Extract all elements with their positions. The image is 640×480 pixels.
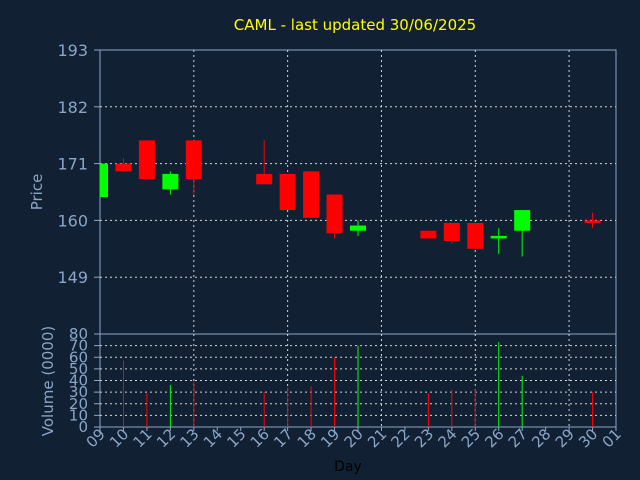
x-tick-label: 17 <box>270 425 296 451</box>
x-tick-label: 19 <box>317 425 343 451</box>
x-tick-label: 26 <box>481 425 507 451</box>
x-tick-label: 30 <box>575 425 601 451</box>
price-tick-label: 182 <box>57 98 88 117</box>
x-tick-label: 12 <box>153 425 179 451</box>
x-tick-label: 27 <box>505 425 531 451</box>
candlesticks <box>99 140 601 257</box>
x-tick-label: 24 <box>434 425 460 451</box>
candle-body <box>490 235 507 239</box>
x-tick-label: 22 <box>388 425 414 451</box>
candle-body <box>584 220 601 223</box>
chart-title: CAML - last updated 30/06/2025 <box>234 16 476 34</box>
x-tick-label: 29 <box>552 425 578 451</box>
candle-body <box>279 173 296 211</box>
price-y-ticks: 149 160 171 182 193 <box>57 41 100 287</box>
x-tick-label: 25 <box>458 425 484 451</box>
x-tick-label: 20 <box>341 425 367 451</box>
volume-tick-label: 80 <box>69 325 88 343</box>
volume-tick-label: 70 <box>69 337 88 355</box>
price-tick-label: 160 <box>57 211 88 230</box>
candle-body <box>350 225 366 231</box>
volume-tick-label: 20 <box>69 395 88 413</box>
candle-body <box>162 173 179 190</box>
x-tick-label: 01 <box>599 425 625 451</box>
x-tick-label: 13 <box>176 425 202 451</box>
volume-tick-label: 10 <box>69 406 88 424</box>
volume-tick-label: 50 <box>69 360 88 378</box>
candle-body <box>115 163 132 172</box>
candle-body <box>185 140 202 180</box>
candle-body <box>256 173 273 185</box>
volume-grid <box>100 334 616 427</box>
candle-body <box>303 171 320 218</box>
price-panel-frame <box>99 49 617 335</box>
x-tick-label: 21 <box>364 425 390 451</box>
candle-body <box>514 210 531 231</box>
candle-body <box>100 163 108 198</box>
candle-body <box>420 230 437 239</box>
x-tick-label: 18 <box>294 425 320 451</box>
candle-body <box>443 222 460 242</box>
x-tick-label: 10 <box>106 425 132 451</box>
candle-body <box>326 194 343 234</box>
price-grid <box>100 50 616 334</box>
x-tick-label: 23 <box>411 425 437 451</box>
x-tick-label: 15 <box>223 425 249 451</box>
candle-body <box>138 140 155 180</box>
x-tick-label: 28 <box>528 425 554 451</box>
volume-tick-label: 0 <box>78 418 88 436</box>
volume-bars <box>122 342 594 427</box>
candle-body <box>467 222 484 249</box>
price-tick-label: 193 <box>57 41 88 60</box>
x-axis-label: Day <box>334 459 362 475</box>
x-ticks: 0910111213141516171819202122232425262728… <box>83 425 625 451</box>
price-tick-label: 171 <box>57 155 88 174</box>
x-tick-label: 11 <box>130 425 156 451</box>
x-tick-label: 14 <box>200 425 226 451</box>
x-tick-label: 16 <box>247 425 273 451</box>
price-axis-label: Price <box>28 174 46 211</box>
volume-axis-label: Volume (0000) <box>39 326 57 436</box>
price-tick-label: 149 <box>57 268 88 287</box>
volume-tick-label: 60 <box>69 348 88 366</box>
volume-tick-label: 40 <box>69 372 88 390</box>
volume-tick-label: 30 <box>69 383 88 401</box>
